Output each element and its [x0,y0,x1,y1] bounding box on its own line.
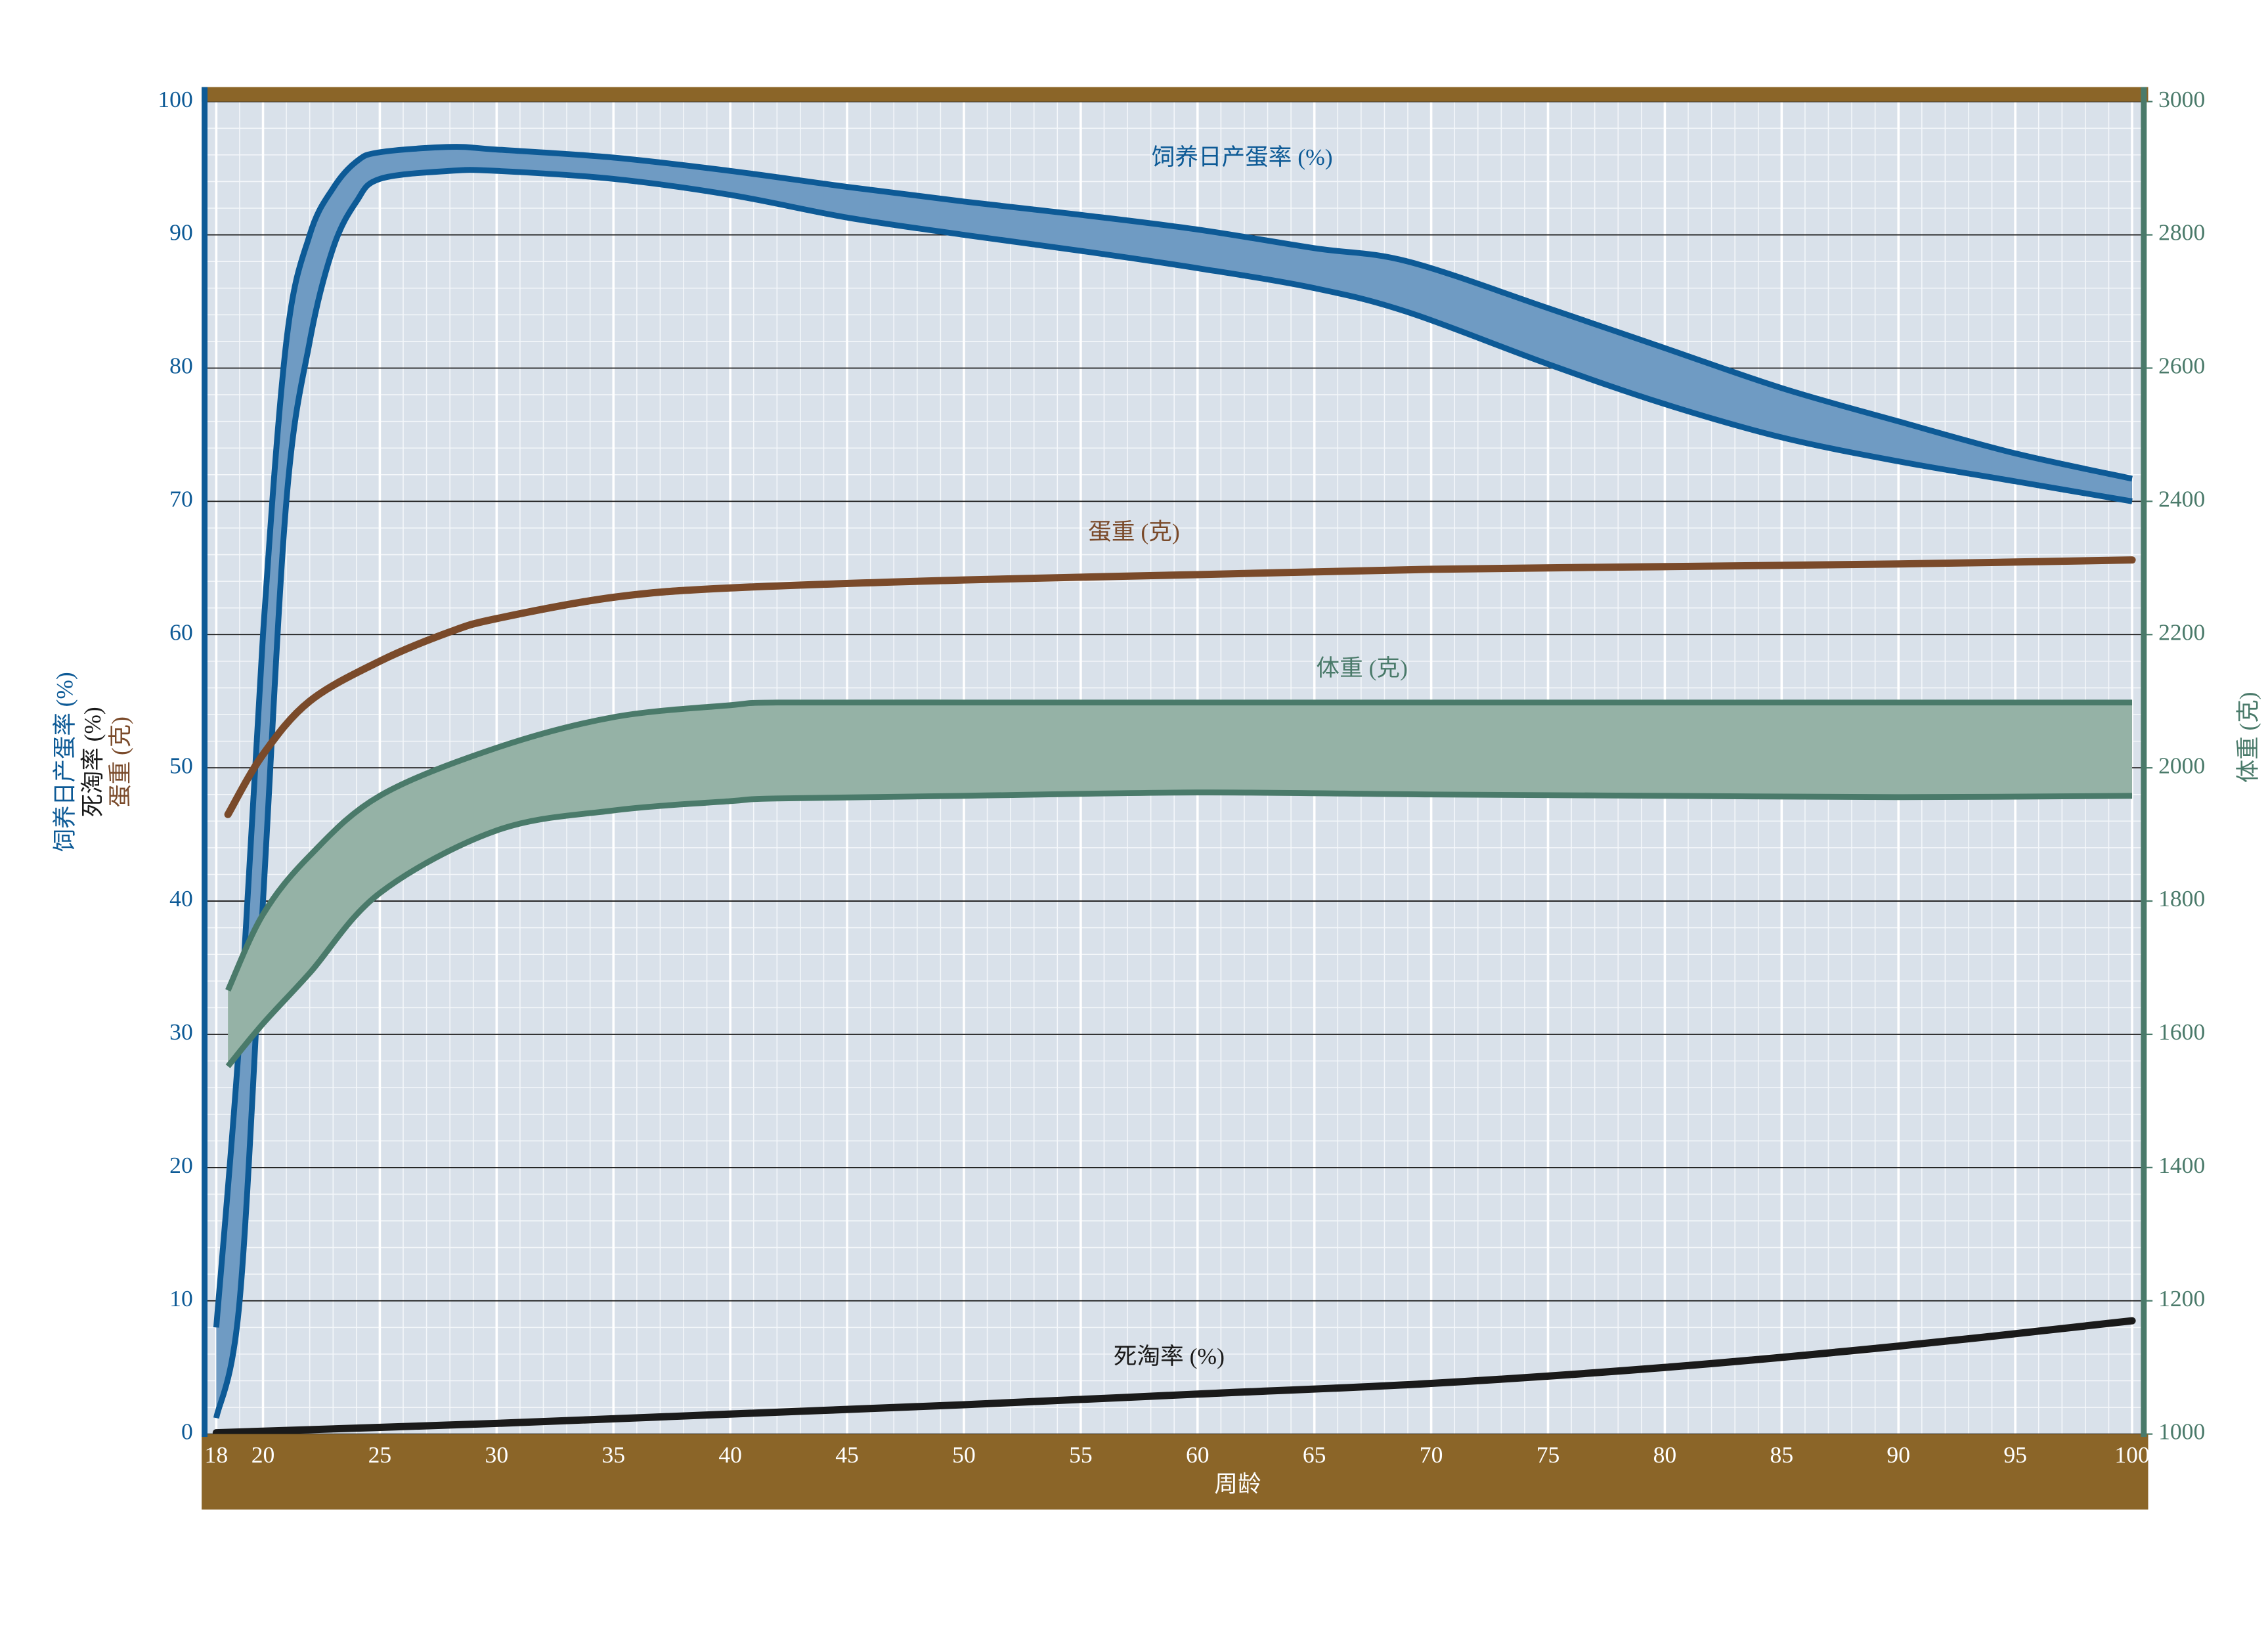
x-tick-label: 85 [1770,1442,1794,1468]
band-upper-line [225,699,2133,992]
x-axis-title: 周龄 [1214,1470,1261,1497]
x-tick-label: 90 [1886,1442,1910,1468]
x-tick-label: 18 [205,1442,229,1468]
line [224,556,2136,818]
x-tick-label: 60 [1186,1442,1210,1468]
marks [212,144,2136,1437]
y2-tick-label: 1000 [2158,1419,2205,1445]
y-axis-title: 蛋重 (克) [107,716,133,807]
x-tick-label: 45 [835,1442,859,1468]
y2-tick-label: 2800 [2158,219,2205,246]
y-tick-label: 30 [169,1019,193,1045]
band-lower-line [225,789,2133,1068]
y2-tick-label: 1200 [2158,1285,2205,1311]
y-axis-title: 死淘率 (%) [79,707,106,817]
y-tick-label: 80 [169,353,193,379]
y2-axis-title: 体重 (克) [2235,692,2261,783]
y2-tick-label: 2200 [2158,619,2205,646]
series-label: 体重 (克) [1316,655,1407,681]
x-tick-label: 30 [485,1442,509,1468]
x-tick-label: 65 [1303,1442,1326,1468]
y2-tick-label: 1800 [2158,885,2205,912]
x-tick-label: 55 [1069,1442,1093,1468]
band-lower-line [213,167,2133,1419]
y-tick-label: 10 [169,1285,193,1311]
y2-tick-label: 2600 [2158,353,2205,379]
y-tick-label: 20 [169,1152,193,1178]
x-tick-label: 20 [251,1442,275,1468]
y-tick-label: 50 [169,752,193,778]
y-tick-label: 40 [169,885,193,912]
top-bar [202,87,2148,102]
x-tick-label: 70 [1420,1442,1443,1468]
series-label: 蛋重 (克) [1088,519,1179,545]
y-tick-label: 0 [181,1419,193,1445]
x-tick-label: 35 [601,1442,625,1468]
band-upper-line [213,144,2133,1328]
line [212,1317,2136,1437]
x-tick-label: 75 [1537,1442,1560,1468]
x-tick-label: 80 [1653,1442,1677,1468]
y2-tick-label: 1600 [2158,1019,2205,1045]
x-tick-label: 95 [2003,1442,2027,1468]
bottom-bar [202,1434,2148,1510]
y-axis-title: 饲养日产蛋率 (%) [51,672,77,852]
x-tick-label: 100 [2114,1442,2149,1468]
y-tick-label: 100 [158,86,192,112]
y2-tick-label: 3000 [2158,86,2205,112]
y2-tick-label: 2000 [2158,752,2205,778]
series-label: 饲养日产蛋率 (%) [1152,144,1333,170]
x-tick-label: 40 [718,1442,742,1468]
y2-tick-label: 2400 [2158,486,2205,512]
series-label: 死淘率 (%) [1114,1343,1225,1369]
y2-tick-label: 1400 [2158,1152,2205,1178]
x-tick-label: 50 [952,1442,976,1468]
y-tick-label: 70 [169,486,193,512]
labels: 18 20 25 30 35 40 45 50 55 60 65 70 75 80 85 90 95 100010… [51,86,2205,1468]
y-tick-label: 60 [169,619,193,646]
x-tick-label: 25 [368,1442,392,1468]
y-tick-label: 90 [169,219,193,246]
